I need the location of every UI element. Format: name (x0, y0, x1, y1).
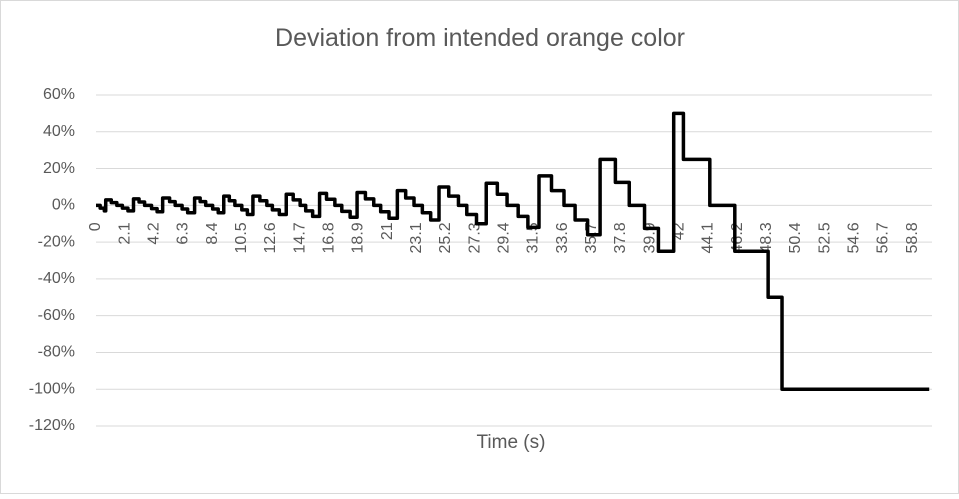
x-tick-label: 16.8 (321, 222, 338, 253)
y-tick-label: 20% (43, 160, 75, 177)
x-tick-label: 50.4 (787, 222, 804, 253)
x-tick-label: 6.3 (175, 222, 192, 244)
y-tick-label: -80% (38, 344, 75, 361)
x-tick-label: 29.4 (495, 222, 512, 253)
x-tick-label: 44.1 (700, 222, 717, 253)
x-tick-label: 0 (87, 222, 104, 231)
x-tick-label: 35.7 (583, 222, 600, 253)
y-tick-label: 0% (52, 197, 75, 214)
x-tick-label: 21 (379, 222, 396, 240)
x-tick-label: 18.9 (350, 222, 367, 253)
x-tick-label: 37.8 (612, 222, 629, 253)
x-tick-label: 33.6 (554, 222, 571, 253)
y-tick-label: -60% (38, 307, 75, 324)
x-tick-label: 2.1 (116, 222, 133, 244)
y-tick-label: 40% (43, 123, 75, 140)
y-tick-label: -40% (38, 270, 75, 287)
y-tick-label: -100% (29, 380, 75, 397)
x-tick-label: 4.2 (146, 222, 163, 244)
x-tick-label: 12.6 (262, 222, 279, 253)
x-tick-label: 14.7 (291, 222, 308, 253)
x-tick-label: 52.5 (816, 222, 833, 253)
x-axis-title: Time (s) (477, 432, 546, 453)
x-tick-label: 10.5 (233, 222, 250, 253)
x-tick-label: 27.3 (466, 222, 483, 253)
data-line (96, 111, 930, 391)
y-tick-label: -20% (38, 233, 75, 250)
x-tick-label: 31.5 (525, 222, 542, 253)
x-tick-label: 54.6 (845, 222, 862, 253)
x-tick-label: 25.2 (437, 222, 454, 253)
y-tick-label: -120% (29, 417, 75, 434)
x-tick-label: 23.1 (408, 222, 425, 253)
x-tick-label: 58.8 (904, 222, 921, 253)
x-tick-label: 8.4 (204, 222, 221, 244)
x-tick-label: 56.7 (875, 222, 892, 253)
x-tick-label: 48.3 (758, 222, 775, 253)
y-tick-label: 60% (43, 86, 75, 103)
chart-title: Deviation from intended orange color (275, 24, 685, 52)
x-tick-label: 46.2 (729, 222, 746, 253)
